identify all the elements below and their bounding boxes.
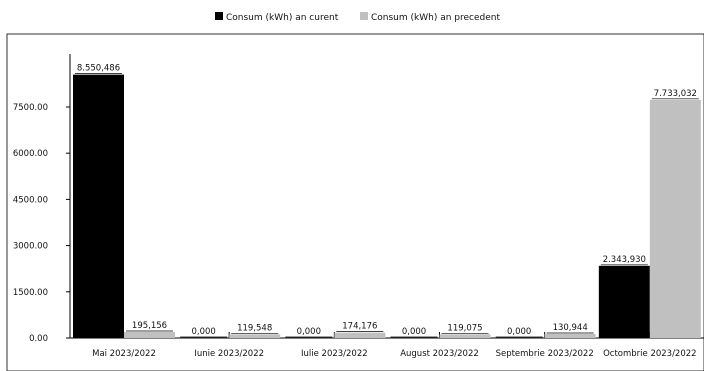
data-label: 0,000 <box>191 327 215 337</box>
data-labels: 8.550,486 195,156 0,000 119,548 0,000 174,176… <box>75 64 699 338</box>
legend-label: Consum (kWh) an precedent <box>371 13 500 23</box>
plot-frame <box>6 33 704 371</box>
y-tick-label: 3000.00 <box>13 242 48 252</box>
data-label: 7.733,032 <box>654 89 697 99</box>
data-label: 2.343,930 <box>603 255 646 265</box>
data-label: 119,075 <box>447 323 482 333</box>
data-label: 0,000 <box>297 327 321 337</box>
data-label: 119,548 <box>237 323 272 333</box>
x-tick-label: Septembrie 2023/2022 <box>496 349 594 359</box>
bar <box>598 265 650 338</box>
bar <box>544 333 596 338</box>
bar <box>229 334 281 338</box>
bar <box>334 332 386 338</box>
x-tick-label: Iunie 2023/2022 <box>194 349 264 359</box>
bar <box>439 334 491 338</box>
legend: Consum (kWh) an curent Consum (kWh) an pr… <box>215 12 500 23</box>
x-tick-label: Octombrie 2023/2022 <box>603 349 697 359</box>
data-label: 195,156 <box>132 321 167 331</box>
legend-swatch <box>360 12 368 20</box>
legend-label: Consum (kWh) an curent <box>226 13 339 23</box>
bar <box>73 74 124 339</box>
data-label: 130,944 <box>553 323 588 333</box>
x-tick-label: Mai 2023/2022 <box>92 349 156 359</box>
data-label: 0,000 <box>507 327 531 337</box>
y-tick-label: 7500.00 <box>13 103 48 113</box>
y-tick-label: 0.00 <box>29 334 48 344</box>
y-tick-label: 4500.00 <box>13 195 48 205</box>
bars <box>73 74 701 339</box>
data-label: 8.550,486 <box>77 64 120 74</box>
data-label: 174,176 <box>342 322 377 332</box>
y-tick-label: 1500.00 <box>13 288 48 298</box>
data-label: 0,000 <box>402 327 426 337</box>
x-tick-label: August 2023/2022 <box>400 349 479 359</box>
bar <box>649 99 701 338</box>
y-tick-label: 6000.00 <box>13 149 48 159</box>
x-tick-label: Iulie 2023/2022 <box>301 349 368 359</box>
legend-swatch <box>215 12 223 20</box>
bar <box>124 331 175 338</box>
